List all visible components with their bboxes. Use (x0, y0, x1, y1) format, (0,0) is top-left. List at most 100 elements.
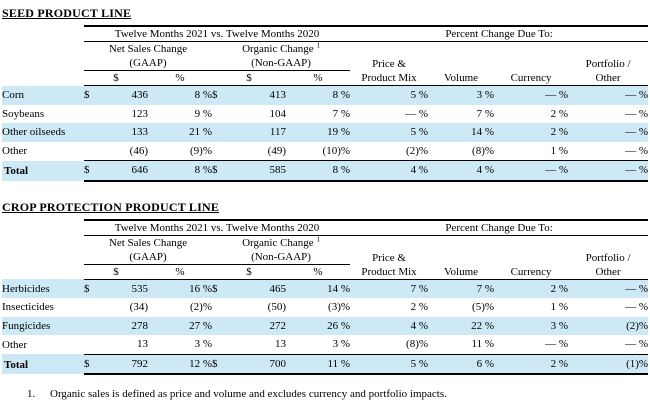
currency-cell: — % (494, 335, 569, 355)
price-product-mix-header: Price & Product Mix (350, 235, 429, 280)
net-sales-change-header: Net Sales Change (GAAP) (84, 41, 212, 71)
group-header-row: Twelve Months 2021 vs. Twelve Months 202… (2, 25, 649, 42)
price-mix-cell: 4 % (350, 316, 429, 335)
net-sales-value-cell: (34) (129, 301, 148, 313)
period-group-header: Twelve Months 2021 vs. Twelve Months 202… (84, 25, 351, 42)
organic-change-header: Organic Change 1 (Non-GAAP) (212, 41, 351, 71)
net-sales-value-cell: 278 (98, 316, 148, 335)
footnote-ref-superscript: 1 (316, 41, 320, 50)
dollar-sign-cell (84, 141, 98, 161)
dollar-sign-cell (212, 123, 226, 142)
organic-change-line1: Organic Change 1 (242, 234, 320, 249)
volume-cell: (8)% (428, 141, 495, 161)
total-row: Total $ 646 8 % $ 585 8 % 4 % 4 % — % — … (2, 160, 649, 182)
volume-cell: 3 % (428, 85, 495, 105)
sub-header-row: Net Sales Change (GAAP) Organic Change 1… (2, 41, 649, 86)
net-sales-change-line2: (GAAP) (129, 57, 167, 69)
dollar-sign-cell (212, 141, 226, 161)
net-sales-percent-cell: (2)% (190, 301, 212, 313)
organic-value-cell: 465 (226, 279, 286, 298)
dollar-sign-cell (212, 298, 226, 317)
net-sales-value-cell: 646 (98, 160, 148, 182)
price-mix-cell: 2 % (410, 301, 429, 313)
table-row: Fungicides 278 27 % 272 26 % 4 % 22 % 3 … (2, 316, 649, 335)
dollar-column-header: $ (84, 264, 148, 280)
organic-percent-cell: 3 % (286, 335, 351, 355)
currency-cell: 3 % (494, 316, 569, 335)
organic-value-cell: (49) (226, 141, 286, 161)
currency-cell: 2 % (494, 123, 569, 142)
net-sales-percent-cell: 8 % (148, 85, 212, 105)
portfolio-cell: — % (568, 123, 649, 142)
percent-change-group-header: Percent Change Due To: (350, 25, 649, 42)
volume-cell: 14 % (428, 123, 495, 142)
portfolio-cell: — % (568, 85, 649, 105)
organic-percent-cell: (3)% (328, 301, 351, 313)
price-mix-cell: 5 % (350, 85, 429, 105)
portfolio-cell: — % (568, 160, 649, 182)
row-label: Other (2, 338, 28, 351)
currency-cell: 1 % (494, 141, 569, 161)
percent-column-header: % (148, 264, 212, 280)
percent-column-header: % (286, 70, 351, 86)
dollar-percent-header-row: $ % $ % (2, 70, 648, 86)
period-group-header: Twelve Months 2021 vs. Twelve Months 202… (84, 218, 351, 236)
net-sales-value-cell: 133 (98, 123, 148, 142)
net-sales-value-cell: 436 (98, 85, 148, 105)
volume-cell: 11 % (428, 335, 495, 355)
table-row: Corn $ 436 8 % $ 413 8 % 5 % 3 % — % — % (2, 85, 649, 105)
percent-column-header: % (148, 70, 212, 86)
net-sales-percent-cell: 27 % (148, 316, 212, 335)
dollar-column-header: $ (212, 70, 286, 86)
table-row: Other 13 3 % 13 3 % (8)% 11 % — % — % (2, 335, 649, 355)
portfolio-cell: — % (568, 141, 649, 161)
net-sales-percent-cell: 16 % (148, 279, 212, 298)
sub-header-row: Net Sales Change (GAAP) Organic Change 1… (2, 234, 649, 280)
price-mix-cell: (2)% (350, 141, 429, 161)
organic-percent-cell: 8 % (286, 85, 351, 105)
net-sales-value-cell: 123 (131, 107, 149, 120)
net-sales-percent-cell: (9)% (148, 141, 212, 161)
section-title-crop-protection: CROP PROTECTION PRODUCT LINE (2, 199, 220, 214)
volume-header: Volume (428, 41, 495, 86)
price-product-mix-header: Price & Product Mix (350, 41, 429, 86)
net-sales-change-line1: Net Sales Change (108, 43, 188, 55)
organic-percent-cell: 19 % (286, 123, 351, 142)
dollar-column-header: $ (212, 264, 286, 280)
dollar-sign-cell: $ (212, 354, 226, 375)
currency-header: Currency (494, 41, 569, 86)
net-sales-percent-cell: 21 % (148, 123, 212, 142)
net-sales-value-cell: 535 (98, 279, 148, 298)
dollar-sign-cell (212, 316, 226, 335)
organic-value-cell: 117 (226, 123, 286, 142)
organic-value-cell: 272 (226, 316, 286, 335)
net-sales-change-line2: (GAAP) (129, 250, 167, 263)
table-row: Other oilseeds 133 21 % 117 19 % 5 % 14 … (2, 123, 649, 142)
group-header-row: Twelve Months 2021 vs. Twelve Months 202… (2, 218, 649, 236)
organic-value-cell: 585 (226, 160, 286, 182)
price-mix-cell: (8)% (350, 335, 429, 355)
volume-cell: 22 % (428, 316, 495, 335)
volume-header: Volume (428, 235, 495, 280)
row-label: Insecticides (2, 301, 54, 313)
dollar-sign-cell: $ (84, 279, 98, 298)
row-label: Herbicides (2, 279, 84, 298)
net-sales-value-cell: (46) (98, 141, 148, 161)
currency-cell: — % (494, 160, 569, 182)
footnote: 1. Organic sales is defined as price and … (27, 388, 648, 400)
dollar-sign-cell (84, 316, 98, 335)
net-sales-change-header: Net Sales Change (GAAP) (84, 235, 212, 265)
table-row: Other (46) (9)% (49) (10)% (2)% (8)% 1 %… (2, 141, 649, 161)
organic-change-line2: (Non-GAAP) (251, 250, 311, 263)
organic-change-line1: Organic Change 1 (242, 41, 320, 55)
net-sales-percent-cell: 12 % (148, 354, 212, 375)
organic-value-cell: 13 (226, 335, 286, 355)
dollar-sign-cell (212, 335, 226, 355)
price-mix-cell: 4 % (350, 160, 429, 182)
currency-header: Currency (494, 235, 569, 280)
organic-value-cell: 413 (226, 85, 286, 105)
dollar-sign-cell (212, 105, 226, 124)
footnote-number: 1. (27, 388, 36, 400)
net-sales-percent-cell: 9 % (194, 107, 212, 120)
dollar-sign-cell: $ (212, 279, 226, 298)
